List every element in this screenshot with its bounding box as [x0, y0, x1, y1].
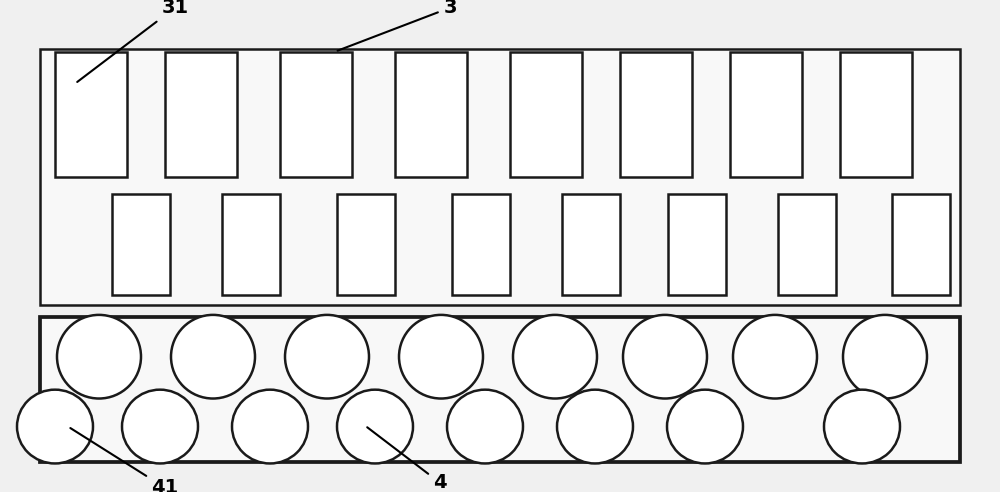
Ellipse shape — [122, 390, 198, 463]
Bar — [112, 194, 170, 295]
Ellipse shape — [171, 315, 255, 399]
Ellipse shape — [667, 390, 743, 463]
Ellipse shape — [824, 390, 900, 463]
Ellipse shape — [733, 315, 817, 399]
Bar — [452, 194, 510, 295]
Ellipse shape — [557, 390, 633, 463]
Ellipse shape — [232, 390, 308, 463]
Text: 41: 41 — [70, 428, 179, 492]
Ellipse shape — [623, 315, 707, 399]
Text: 31: 31 — [77, 0, 189, 82]
Bar — [55, 52, 127, 177]
Bar — [668, 194, 726, 295]
Ellipse shape — [57, 315, 141, 399]
Bar — [778, 194, 836, 295]
Text: 3: 3 — [338, 0, 457, 51]
Ellipse shape — [17, 390, 93, 463]
Bar — [40, 49, 960, 305]
Ellipse shape — [399, 315, 483, 399]
Ellipse shape — [337, 390, 413, 463]
Bar — [222, 194, 280, 295]
Bar — [395, 52, 467, 177]
Ellipse shape — [447, 390, 523, 463]
Ellipse shape — [843, 315, 927, 399]
Bar — [562, 194, 620, 295]
Bar — [840, 52, 912, 177]
Ellipse shape — [513, 315, 597, 399]
Ellipse shape — [285, 315, 369, 399]
Bar — [280, 52, 352, 177]
Bar — [40, 317, 960, 462]
Bar — [892, 194, 950, 295]
Bar — [510, 52, 582, 177]
Text: 4: 4 — [367, 427, 447, 492]
Bar — [337, 194, 395, 295]
Bar — [165, 52, 237, 177]
Bar — [730, 52, 802, 177]
Bar — [620, 52, 692, 177]
